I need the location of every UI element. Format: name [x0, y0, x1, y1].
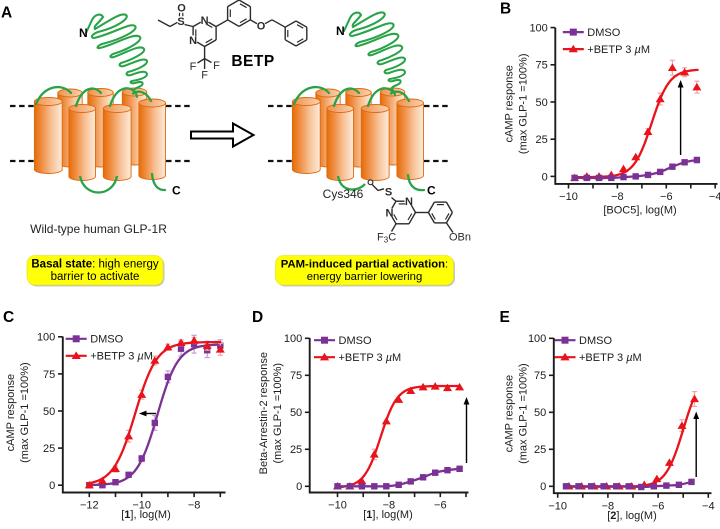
svg-text:cAMP response: cAMP response: [504, 65, 516, 142]
svg-text:Wild-type human GLP-1R: Wild-type human GLP-1R: [30, 222, 167, 236]
svg-text:A: A: [1, 5, 12, 22]
svg-text:cAMP response: cAMP response: [5, 374, 17, 451]
svg-text:DMSO: DMSO: [587, 27, 620, 39]
svg-text:Basal state: high energy: Basal state: high energy: [31, 258, 158, 270]
svg-text:F: F: [213, 60, 220, 72]
svg-text:−10: −10: [328, 500, 347, 512]
svg-text:75: 75: [536, 60, 548, 72]
svg-text:+BETP 3 µM: +BETP 3 µM: [339, 352, 402, 364]
svg-text:C: C: [172, 184, 181, 198]
svg-text:75: 75: [290, 370, 302, 382]
svg-text:−10: −10: [559, 191, 578, 203]
svg-text:[1], log(M): [1], log(M): [121, 509, 171, 521]
svg-text:0: 0: [540, 481, 546, 493]
svg-text:(max GLP-1 =100%): (max GLP-1 =100%): [518, 363, 530, 464]
svg-text:[2], log(M): [2], log(M): [607, 510, 657, 522]
svg-text:barrier to activate: barrier to activate: [51, 271, 140, 283]
svg-text:O: O: [177, 3, 186, 15]
svg-text:−4: −4: [709, 191, 720, 203]
svg-text:N: N: [189, 35, 197, 47]
svg-text:N: N: [386, 207, 394, 219]
svg-text:E: E: [500, 309, 510, 326]
svg-text:25: 25: [534, 444, 546, 456]
svg-text:50: 50: [290, 407, 302, 419]
svg-text:energy barrier lowering: energy barrier lowering: [307, 271, 423, 283]
svg-text:PAM-induced partial activation: PAM-induced partial activation:: [281, 258, 448, 270]
svg-text:Beta-Arrestin-2 response: Beta-Arrestin-2 response: [258, 352, 270, 474]
svg-text:50: 50: [534, 407, 546, 419]
svg-text:cAMP response: cAMP response: [504, 375, 516, 452]
svg-text:−8: −8: [188, 500, 201, 512]
svg-text:DMSO: DMSO: [579, 335, 612, 347]
svg-text:S: S: [385, 187, 392, 199]
svg-text:(max GLP-1 =100%): (max GLP-1 =100%): [518, 54, 530, 155]
svg-text:100: 100: [529, 23, 547, 35]
svg-text:C: C: [427, 184, 436, 198]
svg-text:−8: −8: [602, 500, 615, 512]
svg-text:50: 50: [43, 406, 55, 418]
svg-text:−6: −6: [434, 500, 447, 512]
svg-text:N: N: [405, 196, 413, 208]
svg-text:[BOC5], log(M): [BOC5], log(M): [603, 205, 676, 217]
svg-text:Cys346: Cys346: [323, 187, 364, 201]
svg-text:B: B: [500, 1, 511, 18]
svg-text:75: 75: [43, 369, 55, 381]
svg-text:25: 25: [536, 134, 548, 146]
svg-text:O: O: [257, 21, 266, 33]
svg-text:75: 75: [534, 370, 546, 382]
svg-text:F: F: [201, 70, 208, 82]
svg-text:+BETP 3 µM: +BETP 3 µM: [90, 351, 153, 363]
svg-text:F3C: F3C: [377, 232, 396, 245]
svg-text:25: 25: [43, 443, 55, 455]
svg-text:D: D: [252, 309, 263, 326]
svg-text:−8: −8: [383, 500, 396, 512]
svg-text:[1], log(M): [1], log(M): [363, 509, 413, 521]
svg-text:DMSO: DMSO: [339, 335, 372, 347]
svg-text:(max GLP-1 =100%): (max GLP-1 =100%): [272, 363, 284, 464]
svg-text:100: 100: [528, 333, 546, 345]
svg-text:S: S: [177, 16, 184, 28]
svg-text:0: 0: [296, 481, 302, 493]
svg-text:−10: −10: [548, 500, 567, 512]
svg-text:−4: −4: [702, 500, 715, 512]
svg-text:−10: −10: [132, 500, 151, 512]
svg-text:25: 25: [290, 444, 302, 456]
svg-text:50: 50: [536, 97, 548, 109]
svg-text:100: 100: [284, 333, 302, 345]
svg-text:F: F: [190, 61, 197, 73]
svg-text:−12: −12: [80, 500, 99, 512]
svg-text:(max GLP-1 =100%): (max GLP-1 =100%): [19, 362, 31, 463]
svg-text:+BETP 3 µM: +BETP 3 µM: [587, 44, 650, 56]
svg-text:−8: −8: [611, 191, 624, 203]
svg-text:0: 0: [49, 480, 55, 492]
svg-text:100: 100: [37, 332, 55, 344]
svg-text:N: N: [79, 26, 88, 40]
svg-text:−6: −6: [652, 500, 665, 512]
svg-text:0: 0: [542, 171, 548, 183]
svg-text:N: N: [336, 24, 345, 38]
svg-text:DMSO: DMSO: [90, 334, 123, 346]
svg-text:C: C: [3, 309, 14, 326]
svg-text:N: N: [201, 15, 209, 27]
svg-text:+BETP 3 µM: +BETP 3 µM: [579, 352, 642, 364]
svg-text:OBn: OBn: [449, 232, 471, 244]
svg-text:BETP: BETP: [231, 53, 274, 70]
svg-text:−6: −6: [660, 191, 673, 203]
